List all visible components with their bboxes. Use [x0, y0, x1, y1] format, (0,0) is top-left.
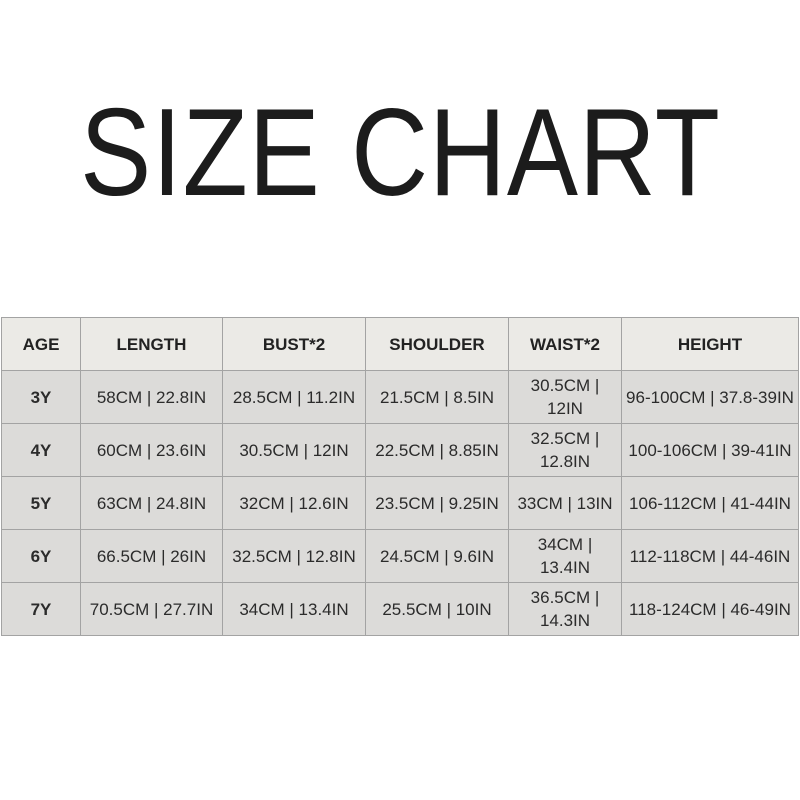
cell-bust: 32.5CM | 12.8IN — [222, 529, 366, 583]
cell-bust: 32CM | 12.6IN — [222, 476, 366, 530]
cell-bust: 34CM | 13.4IN — [222, 582, 366, 636]
cell-bust: 28.5CM | 11.2IN — [222, 370, 366, 424]
header-height: HEIGHT — [621, 317, 799, 371]
header-bust: BUST*2 — [222, 317, 366, 371]
cell-height: 96-100CM | 37.8-39IN — [621, 370, 799, 424]
cell-age: 7Y — [1, 582, 81, 636]
cell-waist: 30.5CM | 12IN — [508, 370, 622, 424]
table-row: 4Y 60CM | 23.6IN 30.5CM | 12IN 22.5CM | 8.8… — [1, 423, 799, 477]
cell-age: 6Y — [1, 529, 81, 583]
cell-shoulder: 22.5CM | 8.85IN — [365, 423, 509, 477]
size-chart-table: AGE LENGTH BUST*2 SHOULDER WAIST*2 HEIGH… — [1, 317, 799, 636]
cell-shoulder: 21.5CM | 8.5IN — [365, 370, 509, 424]
cell-age: 5Y — [1, 476, 81, 530]
table-header-row: AGE LENGTH BUST*2 SHOULDER WAIST*2 HEIGH… — [1, 317, 799, 371]
page-title-text: SIZE CHART — [79, 84, 721, 222]
cell-length: 63CM | 24.8IN — [80, 476, 223, 530]
cell-length: 60CM | 23.6IN — [80, 423, 223, 477]
page-title: SIZE CHART — [0, 88, 800, 218]
cell-length: 70.5CM | 27.7IN — [80, 582, 223, 636]
cell-waist: 34CM | 13.4IN — [508, 529, 622, 583]
cell-bust: 30.5CM | 12IN — [222, 423, 366, 477]
cell-waist: 36.5CM | 14.3IN — [508, 582, 622, 636]
cell-age: 4Y — [1, 423, 81, 477]
cell-waist: 33CM | 13IN — [508, 476, 622, 530]
header-length: LENGTH — [80, 317, 223, 371]
cell-shoulder: 25.5CM | 10IN — [365, 582, 509, 636]
cell-shoulder: 23.5CM | 9.25IN — [365, 476, 509, 530]
header-age: AGE — [1, 317, 81, 371]
cell-height: 100-106CM | 39-41IN — [621, 423, 799, 477]
cell-waist: 32.5CM | 12.8IN — [508, 423, 622, 477]
cell-length: 66.5CM | 26IN — [80, 529, 223, 583]
cell-age: 3Y — [1, 370, 81, 424]
table-row: 7Y 70.5CM | 27.7IN 34CM | 13.4IN 25.5CM | 1… — [1, 582, 799, 636]
header-waist: WAIST*2 — [508, 317, 622, 371]
table-row: 5Y 63CM | 24.8IN 32CM | 12.6IN 23.5CM | 9.2… — [1, 476, 799, 530]
cell-length: 58CM | 22.8IN — [80, 370, 223, 424]
cell-height: 112-118CM | 44-46IN — [621, 529, 799, 583]
cell-shoulder: 24.5CM | 9.6IN — [365, 529, 509, 583]
cell-height: 106-112CM | 41-44IN — [621, 476, 799, 530]
header-shoulder: SHOULDER — [365, 317, 509, 371]
table-row: 3Y 58CM | 22.8IN 28.5CM | 11.2IN 21.5CM | 8… — [1, 370, 799, 424]
cell-height: 118-124CM | 46-49IN — [621, 582, 799, 636]
table-row: 6Y 66.5CM | 26IN 32.5CM | 12.8IN 24.5CM | 9… — [1, 529, 799, 583]
